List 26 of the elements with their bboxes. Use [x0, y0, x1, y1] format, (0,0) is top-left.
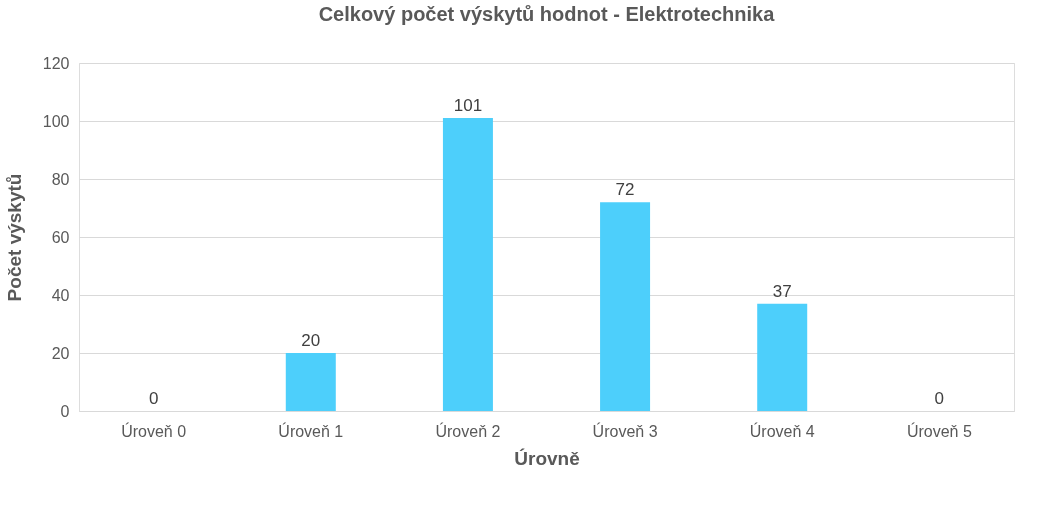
y-tick-label: 20: [51, 344, 70, 362]
chart-title: Celkový počet výskytů hodnot - Elektrotechnika: [318, 3, 776, 25]
y-axis-title: Počet výskytů: [3, 173, 25, 302]
x-tick-label: Úroveň 3: [592, 421, 658, 440]
bar: [285, 353, 336, 411]
bar: [600, 202, 651, 411]
x-tick-label: Úroveň 4: [749, 421, 815, 440]
data-label: 20: [301, 331, 321, 350]
bar: [442, 118, 493, 411]
data-label: 0: [148, 389, 159, 408]
y-tick-label: 80: [51, 170, 70, 188]
y-tick-label: 0: [60, 402, 70, 420]
y-tick-label: 120: [42, 54, 70, 72]
x-tick-label: Úroveň 2: [435, 421, 501, 440]
x-tick-label: Úroveň 5: [906, 421, 972, 440]
y-tick-label: 100: [42, 112, 70, 130]
x-tick-label: Úroveň 0: [121, 421, 187, 440]
data-label: 37: [772, 281, 792, 301]
data-label: 72: [615, 180, 635, 200]
x-tick-label: Úroveň 1: [278, 421, 344, 440]
bar: [757, 303, 808, 411]
y-tick-label: 60: [51, 228, 70, 246]
x-axis-title: Úrovně: [514, 447, 580, 469]
data-label: 0: [934, 389, 945, 408]
data-label: 101: [453, 96, 483, 116]
y-tick-label: 40: [51, 286, 70, 304]
